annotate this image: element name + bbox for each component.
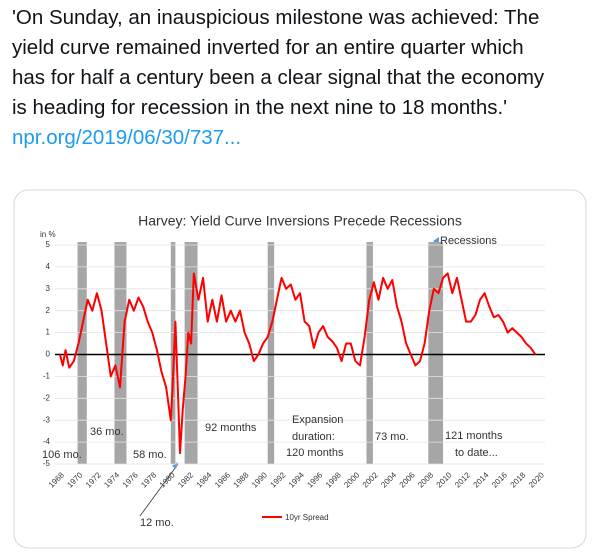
annotation: 120 months [286, 447, 344, 459]
y-tick-label: 2 [46, 306, 51, 315]
y-tick-label: -5 [43, 459, 51, 468]
series-line [59, 272, 537, 455]
annotation: 92 months [205, 422, 257, 434]
tweet-link[interactable]: npr.org/2019/06/30/737... [12, 126, 242, 149]
recession-band [267, 242, 275, 464]
y-tick-label: 1 [46, 328, 51, 337]
y-tick-label: -3 [43, 415, 51, 424]
y-tick-label: -2 [43, 393, 51, 402]
recession-band [366, 242, 373, 464]
annotation: 106 mo. [42, 449, 82, 461]
y-tick-label: 0 [46, 350, 51, 359]
y-axis-label: in % [40, 230, 56, 239]
recession-band [114, 242, 127, 464]
annotation: 36 mo. [90, 426, 124, 438]
y-tick-label: 3 [46, 284, 51, 293]
annotation: 58 mo. [133, 449, 167, 461]
y-tick-label: -1 [43, 372, 51, 381]
recession-band [184, 242, 198, 464]
tweet-line: has for half a century been a clear sign… [12, 66, 545, 89]
annotation: 121 months [445, 430, 503, 442]
annotation: 73 mo. [375, 431, 409, 443]
chart-title: Harvey: Yield Curve Inversions Precede R… [138, 213, 462, 229]
recession-band [428, 242, 444, 464]
recession-label: Recessions [440, 235, 497, 247]
legend-label: 10yr Spread [285, 513, 329, 522]
annotation: 12 mo. [140, 517, 174, 529]
y-tick-label: -4 [43, 437, 51, 446]
annotation: duration: [292, 431, 335, 443]
annotation-arrow [139, 463, 179, 517]
tweet-line: yield curve remained inverted for an ent… [12, 36, 524, 59]
annotation: Expansion [292, 414, 343, 426]
tweet-line: is heading for recession in the next nin… [12, 96, 508, 119]
annotation: to date... [455, 447, 498, 459]
y-tick-label: 4 [46, 262, 51, 271]
y-tick-label: 5 [46, 240, 51, 249]
recession-band [77, 242, 87, 464]
chart-card [13, 189, 587, 549]
tweet-line: 'On Sunday, an inauspicious milestone wa… [12, 6, 540, 29]
